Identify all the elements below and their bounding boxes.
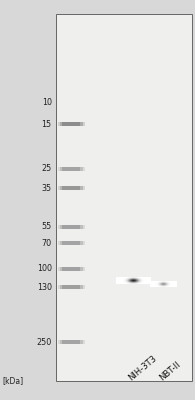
Bar	[62, 340, 80, 344]
Text: 35: 35	[42, 184, 52, 193]
Text: 55: 55	[41, 222, 52, 231]
Text: 100: 100	[37, 264, 52, 274]
Bar	[58, 267, 85, 271]
Bar	[60, 122, 83, 126]
Bar	[58, 186, 85, 190]
Bar	[60, 285, 83, 290]
Bar	[60, 224, 83, 229]
Bar	[60, 340, 83, 344]
Bar	[60, 186, 83, 190]
Bar	[62, 285, 80, 290]
Text: 130: 130	[37, 283, 52, 292]
Bar	[58, 285, 85, 290]
Text: NIH-3T3: NIH-3T3	[127, 354, 159, 383]
Text: 15: 15	[42, 120, 52, 128]
Bar	[62, 224, 80, 229]
Bar	[60, 267, 83, 271]
Text: 10: 10	[42, 98, 52, 106]
Bar	[62, 186, 80, 190]
Text: 25: 25	[41, 164, 52, 173]
Bar	[58, 340, 85, 344]
Text: [kDa]: [kDa]	[2, 376, 23, 385]
Bar	[58, 224, 85, 229]
Text: 70: 70	[42, 239, 52, 248]
Bar	[58, 122, 85, 126]
Bar	[62, 267, 80, 271]
Bar	[62, 241, 80, 246]
Bar	[58, 241, 85, 246]
Bar	[56, 14, 192, 381]
Text: 250: 250	[36, 338, 52, 347]
Bar	[62, 166, 80, 171]
Bar	[60, 166, 83, 171]
Bar	[60, 241, 83, 246]
Bar	[62, 122, 80, 126]
Bar	[58, 166, 85, 171]
Text: NBT-II: NBT-II	[158, 360, 182, 383]
